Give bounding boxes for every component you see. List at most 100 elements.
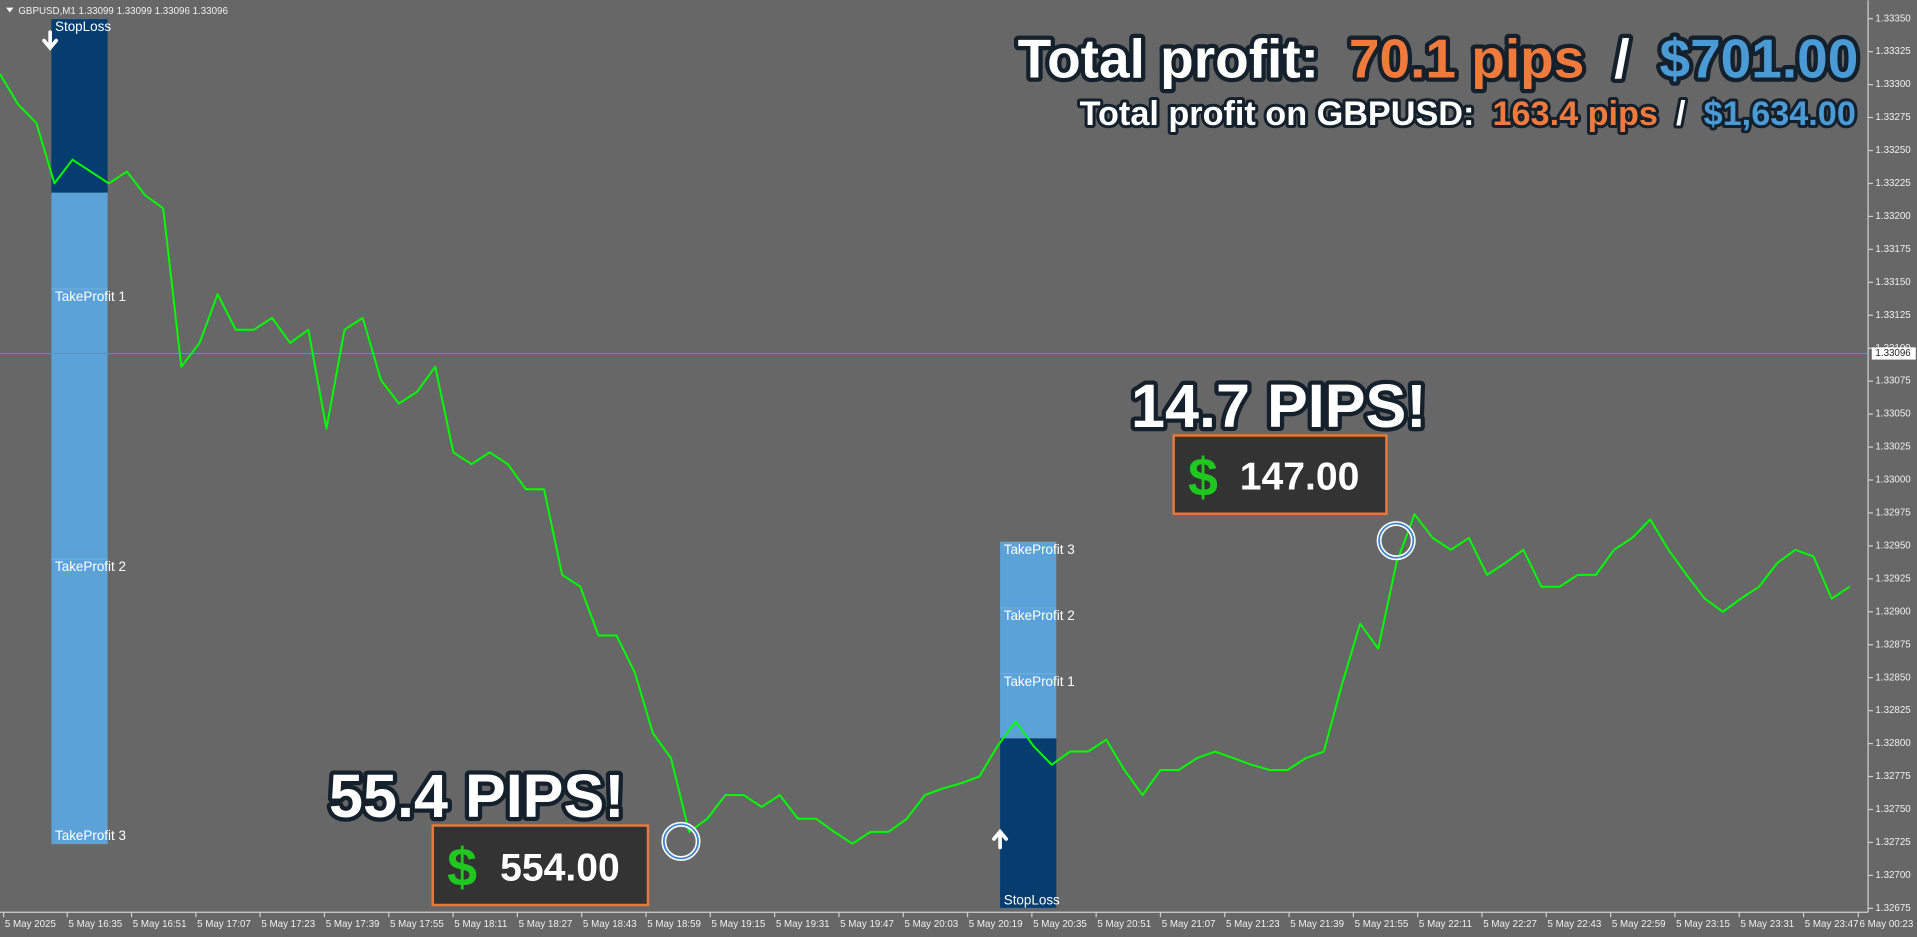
x-tick-label: 5 May 23:15 bbox=[1676, 919, 1730, 930]
trade-zones: StopLoss TakeProfit 1 TakeProfit 2 TakeProf… bbox=[51, 18, 1075, 909]
y-tick-label: 1.32825 bbox=[1875, 705, 1911, 716]
zone-label: StopLoss bbox=[1004, 893, 1060, 908]
x-tick-label: 5 May 18:59 bbox=[647, 919, 701, 930]
y-tick-label: 1.32725 bbox=[1875, 837, 1911, 848]
y-tick-label: 1.33000 bbox=[1875, 475, 1911, 486]
zone-label: TakeProfit 2 bbox=[1004, 608, 1075, 623]
x-tick-label: 5 May 22:27 bbox=[1483, 919, 1537, 930]
callout-box bbox=[431, 824, 650, 907]
zone-label: StopLoss bbox=[55, 19, 111, 34]
callout-currency: $ bbox=[447, 837, 477, 897]
callout-box bbox=[1172, 434, 1388, 515]
callout-currency: $ bbox=[1188, 447, 1218, 507]
symbol-info: GBPUSD,M1 1.33099 1.33099 1.33096 1.3309… bbox=[18, 6, 228, 17]
header-label: Total profit on GBPUSD: bbox=[1080, 95, 1475, 133]
x-tick-label: 5 May 23:47 bbox=[1805, 919, 1859, 930]
y-tick-label: 1.33200 bbox=[1875, 211, 1911, 222]
axes: 1.33350 1.33325 1.33300 1.33275 1.33250 1.332… bbox=[3, 13, 1916, 930]
buy-arrow bbox=[992, 828, 1009, 850]
y-tick-label: 1.32850 bbox=[1875, 672, 1911, 683]
y-tick-label: 1.32925 bbox=[1875, 573, 1911, 584]
x-tick-label: 5 May 19:31 bbox=[776, 919, 830, 930]
sell-arrow bbox=[42, 30, 59, 51]
x-tick-label: 5 May 16:35 bbox=[68, 919, 122, 930]
y-tick-label: 1.32975 bbox=[1875, 508, 1911, 519]
x-tick-label: 5 May 20:35 bbox=[1033, 919, 1087, 930]
total-profit-symbol: Total profit on GBPUSD: 163.4 pips / $1,… bbox=[1080, 95, 1856, 133]
take-profit-zone bbox=[51, 192, 108, 844]
zone-label: TakeProfit 3 bbox=[55, 828, 126, 843]
y-tick-label: 1.32775 bbox=[1875, 771, 1911, 782]
current-price-label: 1.33096 bbox=[1875, 348, 1910, 359]
x-tick-label: 5 May 20:19 bbox=[969, 919, 1023, 930]
x-tick-label: 5 May 21:07 bbox=[1162, 919, 1216, 930]
exit-marker-ring bbox=[1378, 522, 1415, 559]
x-tick-label: 5 May 19:15 bbox=[712, 919, 766, 930]
x-tick-label: 5 May 16:51 bbox=[133, 919, 187, 930]
x-tick-label: 5 May 18:43 bbox=[583, 919, 637, 930]
x-tick-label: 5 May 18:11 bbox=[454, 919, 507, 930]
x-tick-label: 5 May 20:03 bbox=[904, 919, 958, 930]
callout-headline: 55.4 PIPS! bbox=[329, 762, 625, 830]
y-tick-label: 1.33325 bbox=[1875, 46, 1911, 57]
x-tick-label: 5 May 17:39 bbox=[326, 919, 380, 930]
header-pips: 163.4 pips bbox=[1492, 95, 1657, 133]
x-tick-label: 5 May 21:39 bbox=[1290, 919, 1344, 930]
callout-amount: 554.00 bbox=[500, 847, 620, 890]
x-tick-label: 5 May 19:47 bbox=[840, 919, 894, 930]
y-tick-label: 1.33150 bbox=[1875, 277, 1911, 288]
x-tick-label: 5 May 17:23 bbox=[261, 919, 315, 930]
y-tick-label: 1.33225 bbox=[1875, 178, 1911, 189]
header-usd: $1,634.00 bbox=[1704, 95, 1856, 133]
x-tick-label: 5 May 21:23 bbox=[1226, 919, 1280, 930]
exit-marker-ring bbox=[662, 823, 700, 860]
current-price-box bbox=[1871, 347, 1916, 360]
stop-loss-zone bbox=[51, 18, 108, 193]
header-label: Total profit: bbox=[1018, 27, 1319, 89]
y-tick-label: 1.33300 bbox=[1875, 79, 1911, 90]
x-tick-label: 5 May 18:27 bbox=[519, 919, 573, 930]
y-tick-label: 1.33125 bbox=[1875, 310, 1911, 321]
y-tick-label: 1.32700 bbox=[1875, 870, 1911, 881]
x-tick-label: 5 May 20:51 bbox=[1097, 919, 1151, 930]
x-tick-label: 5 May 21:55 bbox=[1355, 919, 1409, 930]
x-tick-label: 5 May 22:43 bbox=[1548, 919, 1602, 930]
y-tick-label: 1.32875 bbox=[1875, 639, 1911, 650]
y-tick-label: 1.33050 bbox=[1875, 409, 1911, 420]
y-tick-label: 1.33250 bbox=[1875, 145, 1911, 156]
take-profit-zone bbox=[1000, 541, 1057, 739]
callout-headline: 14.7 PIPS! bbox=[1131, 372, 1427, 440]
y-tick-label: 1.32900 bbox=[1875, 606, 1911, 617]
header-usd: $701.00 bbox=[1660, 27, 1859, 89]
y-tick-label: 1.33350 bbox=[1875, 13, 1911, 24]
y-tick-label: 1.33075 bbox=[1875, 376, 1911, 387]
stop-loss-zone bbox=[1000, 738, 1057, 909]
zone-label: TakeProfit 1 bbox=[1004, 674, 1075, 689]
header-separator: / bbox=[1676, 95, 1686, 133]
y-tick-label: 1.33275 bbox=[1875, 112, 1911, 123]
price-layer bbox=[0, 73, 1869, 845]
x-tick-label: 5 May 22:11 bbox=[1419, 919, 1472, 930]
y-tick-label: 1.32750 bbox=[1875, 804, 1911, 815]
header-pips: 70.1 pips bbox=[1349, 27, 1584, 89]
x-tick-label: 5 May 17:55 bbox=[390, 919, 444, 930]
price-line bbox=[0, 73, 1851, 845]
total-profit: Total profit: 70.1 pips / $701.00 bbox=[1018, 27, 1859, 89]
x-tick-label: 5 May 23:31 bbox=[1740, 919, 1794, 930]
x-tick-label: 5 May 17:07 bbox=[197, 919, 251, 930]
menu-triangle[interactable] bbox=[6, 7, 14, 13]
x-tick-label: 5 May 2025 bbox=[5, 919, 57, 930]
y-tick-label: 1.33175 bbox=[1875, 244, 1911, 255]
x-tick-label: 5 May 22:59 bbox=[1612, 919, 1666, 930]
zone-label: TakeProfit 2 bbox=[55, 559, 126, 574]
y-tick-label: 1.32675 bbox=[1875, 903, 1911, 914]
y-tick-label: 1.32950 bbox=[1875, 540, 1911, 551]
zone-label: TakeProfit 1 bbox=[55, 289, 126, 304]
y-tick-label: 1.33025 bbox=[1875, 442, 1911, 453]
zone-label: TakeProfit 3 bbox=[1004, 542, 1075, 557]
y-tick-label: 1.32800 bbox=[1875, 738, 1911, 749]
header-separator: / bbox=[1614, 27, 1629, 89]
callout-amount: 147.00 bbox=[1240, 455, 1360, 498]
